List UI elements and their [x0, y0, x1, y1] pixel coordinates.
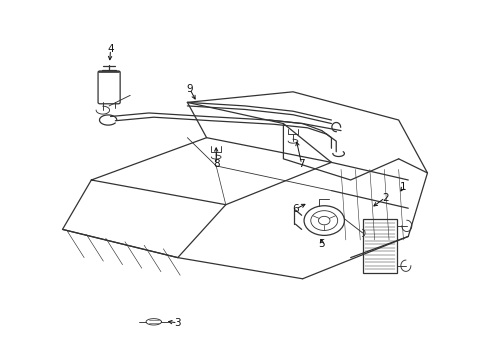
- Text: 8: 8: [213, 159, 220, 169]
- Bar: [363, 219, 397, 274]
- Text: 2: 2: [382, 193, 389, 203]
- Text: 6: 6: [293, 204, 299, 214]
- Text: 3: 3: [174, 318, 181, 328]
- Text: 9: 9: [187, 84, 193, 94]
- Text: 4: 4: [107, 45, 114, 54]
- Text: 5: 5: [318, 239, 325, 249]
- Text: 7: 7: [298, 159, 305, 169]
- Text: 1: 1: [400, 182, 407, 192]
